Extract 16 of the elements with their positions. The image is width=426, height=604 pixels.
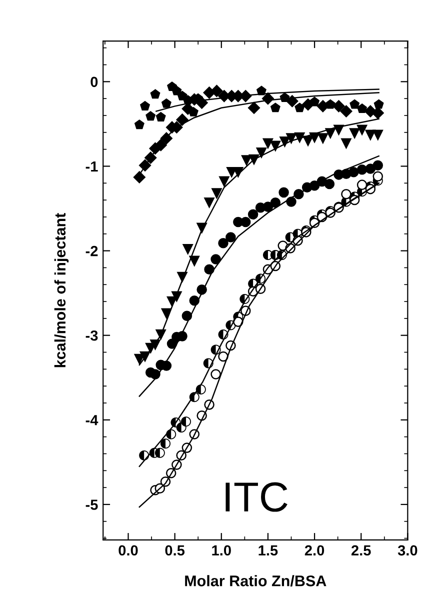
y-tick-label: -3 xyxy=(86,330,98,341)
x-tick-label: 1.0 xyxy=(212,545,231,556)
annotation: ITC xyxy=(226,482,288,512)
x-axis-title: Molar Ratio Zn/BSA xyxy=(185,575,326,586)
x-tick-label: 2.5 xyxy=(351,545,371,556)
y-axis-title: kcal/mole of injectant xyxy=(54,213,69,368)
y-tick-label: -2 xyxy=(86,246,98,256)
x-tick-label: 2.0 xyxy=(304,545,324,556)
x-tick-label: 3.0 xyxy=(398,545,418,556)
y-tick-label: -4 xyxy=(86,415,98,426)
x-tick-label: 1.5 xyxy=(258,545,278,556)
y-tick-label: 0 xyxy=(90,76,98,88)
x-tick-label: 0.0 xyxy=(118,545,138,556)
x-tick-label: 0.5 xyxy=(165,545,185,556)
y-tick-label: -5 xyxy=(86,500,98,510)
y-tick-label: -1 xyxy=(86,161,98,172)
